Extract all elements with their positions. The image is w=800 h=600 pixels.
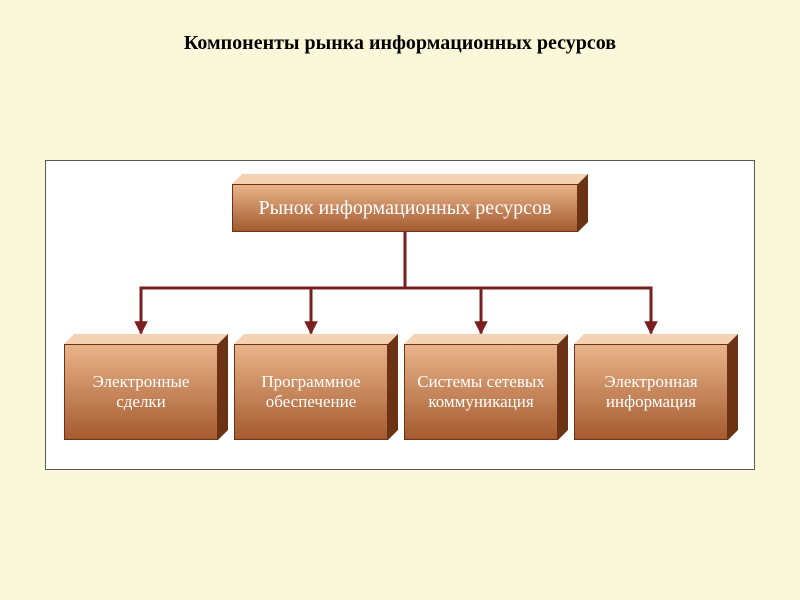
node-n4: Электронная информация — [574, 344, 728, 440]
node-label: Электронная информация — [574, 368, 728, 415]
node-label: Системы сетевых коммуникация — [404, 368, 558, 415]
node-label: Программное обеспечение — [234, 368, 388, 415]
node-n1: Электронные сделки — [64, 344, 218, 440]
connectors-layer — [0, 0, 800, 600]
node-n3: Системы сетевых коммуникация — [404, 344, 558, 440]
node-root: Рынок информационных ресурсов — [232, 184, 578, 232]
node-label: Электронные сделки — [64, 368, 218, 415]
node-label: Рынок информационных ресурсов — [251, 193, 560, 224]
node-n2: Программное обеспечение — [234, 344, 388, 440]
